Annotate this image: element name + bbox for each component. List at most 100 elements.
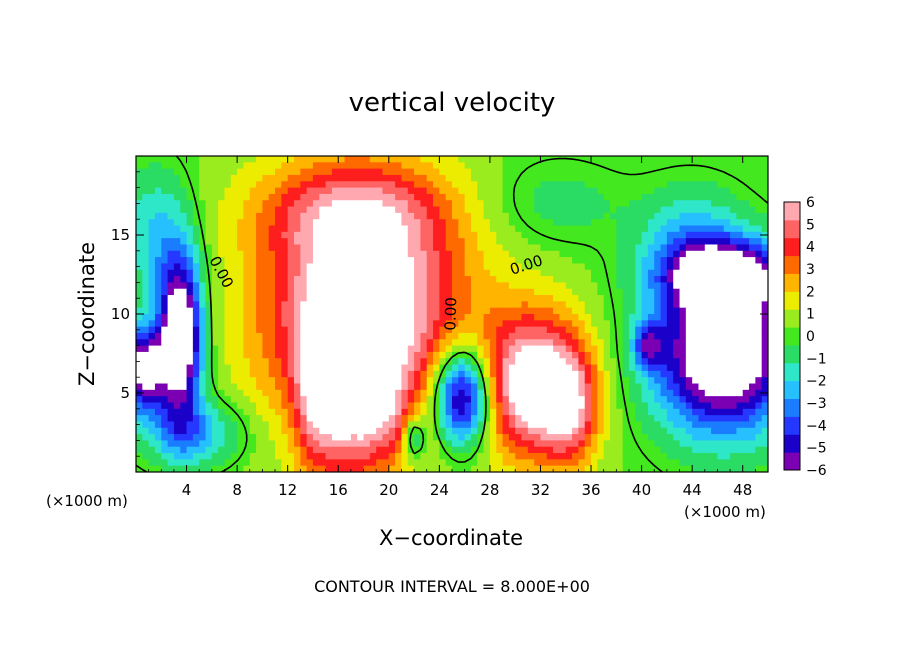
field-cell xyxy=(414,282,421,290)
field-cell xyxy=(742,326,750,334)
field-cell xyxy=(749,421,756,429)
field-cell xyxy=(136,187,143,195)
field-cell xyxy=(496,465,504,472)
field-cell xyxy=(603,421,611,429)
field-cell xyxy=(534,465,542,472)
field-cell xyxy=(420,225,428,233)
field-cell xyxy=(376,377,384,385)
field-cell xyxy=(749,250,756,258)
field-cell xyxy=(521,408,529,416)
field-cell xyxy=(167,219,175,227)
field-cell xyxy=(584,244,592,252)
field-cell xyxy=(704,314,712,321)
field-cell xyxy=(426,225,434,233)
field-cell xyxy=(306,358,314,366)
field-cell xyxy=(572,358,579,366)
field-cell xyxy=(312,263,320,271)
field-cell xyxy=(294,225,301,233)
field-cell xyxy=(426,427,434,435)
field-cell xyxy=(679,282,687,290)
field-cell xyxy=(300,421,308,429)
field-cell xyxy=(591,250,598,258)
field-cell xyxy=(192,459,200,467)
field-cell xyxy=(275,358,282,366)
field-cell xyxy=(331,453,339,460)
field-cell xyxy=(167,263,175,271)
field-cell xyxy=(395,307,403,315)
field-cell xyxy=(654,314,662,321)
field-cell xyxy=(211,238,219,246)
field-cell xyxy=(211,326,219,334)
field-cell xyxy=(749,326,756,334)
field-cell xyxy=(692,301,700,309)
field-cell xyxy=(243,396,251,404)
field-cell xyxy=(597,156,605,163)
field-cell xyxy=(363,345,371,353)
field-cell xyxy=(312,225,320,233)
field-cell xyxy=(142,244,150,252)
field-cell xyxy=(458,212,466,220)
field-cell xyxy=(199,288,207,296)
field-cell xyxy=(654,377,662,385)
field-cell xyxy=(679,193,687,201)
field-cell xyxy=(584,276,592,283)
field-cell xyxy=(666,453,674,460)
field-cell xyxy=(186,263,194,271)
field-cell xyxy=(698,453,706,460)
field-cell xyxy=(711,446,719,454)
field-cell xyxy=(433,212,440,220)
field-cell xyxy=(464,408,472,416)
field-cell xyxy=(723,427,731,435)
field-cell xyxy=(730,156,737,163)
field-cell xyxy=(591,351,598,359)
field-cell xyxy=(344,364,352,372)
field-cell xyxy=(559,250,567,258)
field-cell xyxy=(584,370,592,378)
field-cell xyxy=(483,206,491,214)
field-cell xyxy=(742,257,750,265)
field-cell xyxy=(262,156,270,163)
field-cell xyxy=(660,282,668,290)
field-cell xyxy=(275,193,282,201)
field-cell xyxy=(338,238,346,246)
field-cell xyxy=(527,440,535,448)
field-cell xyxy=(173,200,181,208)
field-cell xyxy=(275,389,282,397)
field-cell xyxy=(376,383,384,391)
field-cell xyxy=(584,307,592,315)
field-cell xyxy=(382,326,390,334)
field-cell xyxy=(515,320,523,328)
field-cell xyxy=(723,187,731,195)
field-cell xyxy=(483,440,491,448)
field-cell xyxy=(319,206,327,214)
field-cell xyxy=(622,351,630,359)
field-cell xyxy=(331,174,339,182)
field-cell xyxy=(603,465,611,472)
field-cell xyxy=(287,269,295,277)
field-cell xyxy=(173,301,181,309)
field-cell xyxy=(407,231,415,239)
field-cell xyxy=(553,402,561,410)
field-cell xyxy=(673,269,681,277)
field-cell xyxy=(622,269,630,277)
field-cell xyxy=(167,427,175,435)
field-cell xyxy=(319,453,327,460)
field-cell xyxy=(723,219,731,227)
field-cell xyxy=(470,465,478,472)
field-cell xyxy=(591,276,598,283)
field-cell xyxy=(508,156,516,163)
field-cell xyxy=(508,383,516,391)
field-cell xyxy=(376,358,384,366)
field-cell xyxy=(218,162,226,170)
field-cell xyxy=(730,351,737,359)
field-cell xyxy=(565,446,573,454)
field-cell xyxy=(344,282,352,290)
field-cell xyxy=(698,370,706,378)
field-cell xyxy=(186,282,194,290)
field-cell xyxy=(243,408,251,416)
field-cell xyxy=(483,396,491,404)
field-cell xyxy=(496,377,504,385)
field-cell xyxy=(205,238,213,246)
field-cell xyxy=(154,459,162,467)
field-cell xyxy=(136,156,143,163)
